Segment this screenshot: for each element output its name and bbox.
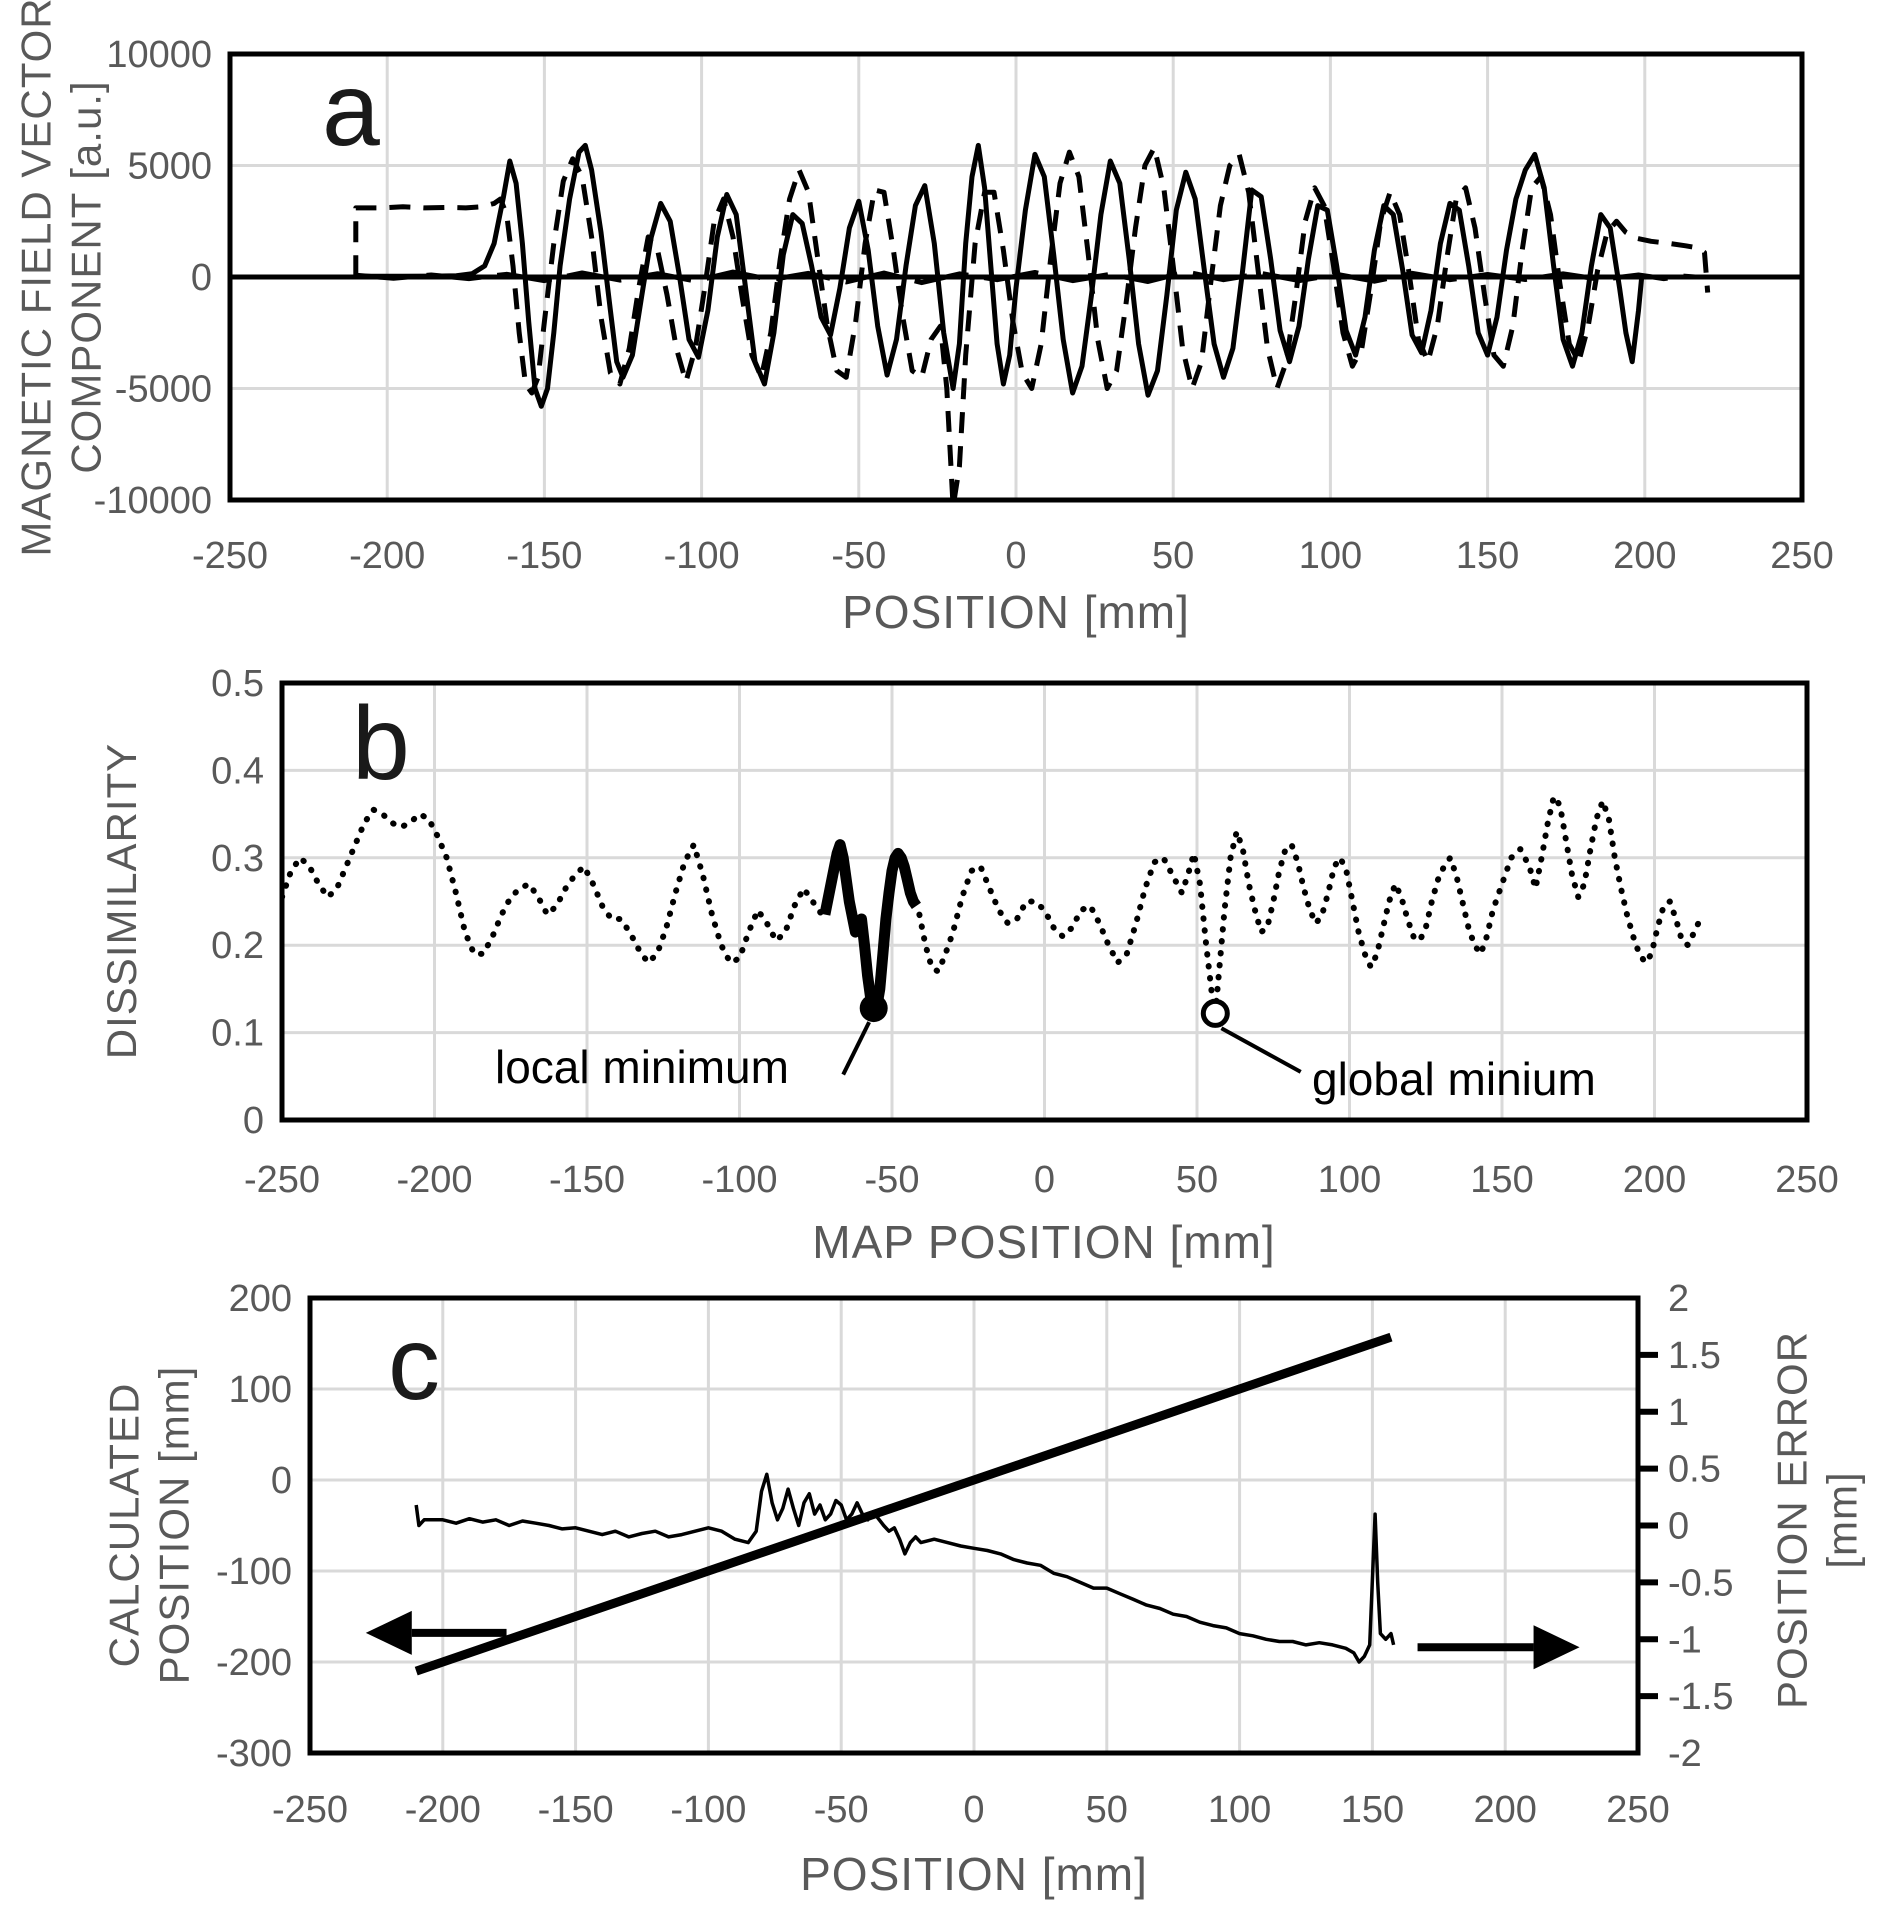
panel-b-y-axis-title: DISSIMILARITY	[97, 742, 145, 1060]
panel-b-x-tick-label: -200	[396, 1159, 472, 1201]
panel-c-y2-tick-label: -0.5	[1668, 1562, 1733, 1604]
left-axis-arrow-head	[365, 1610, 412, 1655]
panel-c-y2-tick-label: -2	[1668, 1733, 1702, 1775]
panel-c-x-tick-label: -100	[670, 1789, 746, 1831]
panel-a-x-axis-title: POSITION [mm]	[842, 586, 1190, 638]
panel-c-y2-tick-label: -1	[1668, 1619, 1702, 1661]
panel-a-letter: a	[322, 52, 380, 168]
panel-a-y-tick-label: 10000	[106, 34, 212, 76]
global-minimum-leader-line	[1220, 1026, 1302, 1074]
panel-a-x-tick-label: -100	[664, 535, 740, 577]
panel-a-y-tick-label: 0	[191, 257, 212, 299]
panel-a-x-tick-label: 250	[1770, 535, 1833, 577]
panel-b-x-tick-label: -250	[244, 1159, 320, 1201]
panel-c-x-tick-label: 250	[1606, 1789, 1669, 1831]
panel-b-y-tick-label: 0.5	[211, 663, 264, 705]
panel-c-x-axis-title: POSITION [mm]	[800, 1848, 1148, 1900]
panel-b-x-tick-label: -150	[549, 1159, 625, 1201]
panel-b-y-tick-label: 0.4	[211, 750, 264, 792]
panel-a-x-tick-label: 50	[1152, 535, 1194, 577]
panel-a-y-tick-label: 5000	[127, 146, 212, 188]
panel-c-y2-tick-label: 1.5	[1668, 1335, 1721, 1377]
panel-c-x-tick-label: 100	[1208, 1789, 1271, 1831]
panel-a-y-tick-label: -5000	[115, 369, 212, 411]
position-error-curve	[414, 1472, 1396, 1664]
panel-b-y-tick-label: 0.3	[211, 838, 264, 880]
panel-a-x-tick-label: -50	[831, 535, 886, 577]
panel-a-x-tick-label: 100	[1299, 535, 1362, 577]
panel-c-y-tick-label: -200	[216, 1642, 292, 1684]
local-minimum-marker	[859, 994, 888, 1023]
panel-c-y-axis-title: CALCULATED POSITION [mm]	[100, 1366, 201, 1685]
panel-b-x-tick-label: 0	[1034, 1159, 1055, 1201]
panel-b-x-tick-label: 250	[1775, 1159, 1838, 1201]
panel-b-letter: b	[352, 686, 410, 802]
panel-c-x-tick-label: 0	[963, 1789, 984, 1831]
panel-a-x-tick-label: 0	[1005, 535, 1026, 577]
panel-a-x-tick-label: -200	[349, 535, 425, 577]
panel-b-y-tick-label: 0	[243, 1100, 264, 1142]
panel-c-y-tick-label: -100	[216, 1551, 292, 1593]
panel-b-x-tick-label: 150	[1470, 1159, 1533, 1201]
global-minimum-marker	[1200, 998, 1230, 1028]
panel-c-y-tick-label: 0	[271, 1460, 292, 1502]
panel-c-y-axis-title-line2: POSITION [mm]	[151, 1365, 198, 1685]
panel-c-x-tick-label: 150	[1341, 1789, 1404, 1831]
global-minimum-label: global minium	[1312, 1053, 1596, 1105]
panel-a-y-axis-title-line2: COMPONENT [a.u.]	[63, 80, 110, 474]
panel-b-x-axis-title: MAP POSITION [mm]	[812, 1216, 1276, 1268]
panel-b-x-tick-label: 100	[1318, 1159, 1381, 1201]
panel-c-y2-tick-label: 0.5	[1668, 1449, 1721, 1491]
calculated-position-line-curve	[414, 1332, 1393, 1676]
panel-c-x-tick-label: 200	[1473, 1789, 1536, 1831]
panel-c-y-tick-label: -300	[216, 1733, 292, 1775]
panel-c-y-tick-label: 200	[229, 1278, 292, 1320]
panel-a-x-tick-label: 200	[1613, 535, 1676, 577]
panel-c-y2-axis-title-line2: [mm]	[1819, 1471, 1866, 1569]
local-minimum-leader-line	[841, 1021, 871, 1076]
panel-c-y-tick-label: 100	[229, 1369, 292, 1411]
field-component-flat-curve	[355, 269, 1696, 286]
panel-b-x-tick-label: 50	[1176, 1159, 1218, 1201]
panel-c-x-tick-label: 50	[1086, 1789, 1128, 1831]
panel-c-y2-tick-label: 1	[1668, 1392, 1689, 1434]
panel-a-x-tick-label: -150	[506, 535, 582, 577]
panel-a-x-tick-label: 150	[1456, 535, 1519, 577]
right-axis-arrow-head	[1533, 1625, 1580, 1670]
panel-b-x-tick-label: -50	[865, 1159, 920, 1201]
dissimilarity-dotted-right-curve	[916, 793, 1704, 1017]
panel-c-x-tick-label: -150	[538, 1789, 614, 1831]
panel-c-y2-tick-label: 0	[1668, 1506, 1689, 1548]
local-minimum-label: local minimum	[495, 1041, 789, 1093]
panel-b-y-tick-label: 0.2	[211, 925, 264, 967]
panel-c-y2-axis-title: POSITION ERROR [mm]	[1768, 1331, 1869, 1709]
panel-c-y2-tick-label: -1.5	[1668, 1676, 1733, 1718]
panel-c-x-tick-label: -50	[814, 1789, 869, 1831]
panel-a-y-tick-label: -10000	[94, 480, 212, 522]
dissimilarity-bold-segment-curve	[819, 839, 921, 1017]
panel-a-x-tick-label: -250	[192, 535, 268, 577]
panel-c-letter: c	[388, 1306, 440, 1422]
dissimilarity-dotted-curve	[282, 806, 825, 966]
panel-a-border	[227, 51, 1805, 503]
panel-c-x-tick-label: -250	[272, 1789, 348, 1831]
panel-c-x-tick-label: -200	[405, 1789, 481, 1831]
field-component-dashed-curve	[353, 145, 1711, 500]
panel-c-y2-tick-label: 2	[1668, 1278, 1689, 1320]
panel-b-x-tick-label: -100	[701, 1159, 777, 1201]
panel-a-y-axis-title-line1: MAGNETIC FIELD VECTOR	[12, 0, 60, 557]
panel-b-y-tick-label: 0.1	[211, 1013, 264, 1055]
panel-b-x-tick-label: 200	[1623, 1159, 1686, 1201]
panel-b-border	[279, 680, 1810, 1123]
panel-c-y2-axis-title-line1: POSITION ERROR	[1768, 1330, 1816, 1710]
panel-c-y-axis-title-line1: CALCULATED	[100, 1382, 148, 1668]
panel-a-y-axis-title: MAGNETIC FIELD VECTOR COMPONENT [a.u.]	[12, 0, 113, 557]
